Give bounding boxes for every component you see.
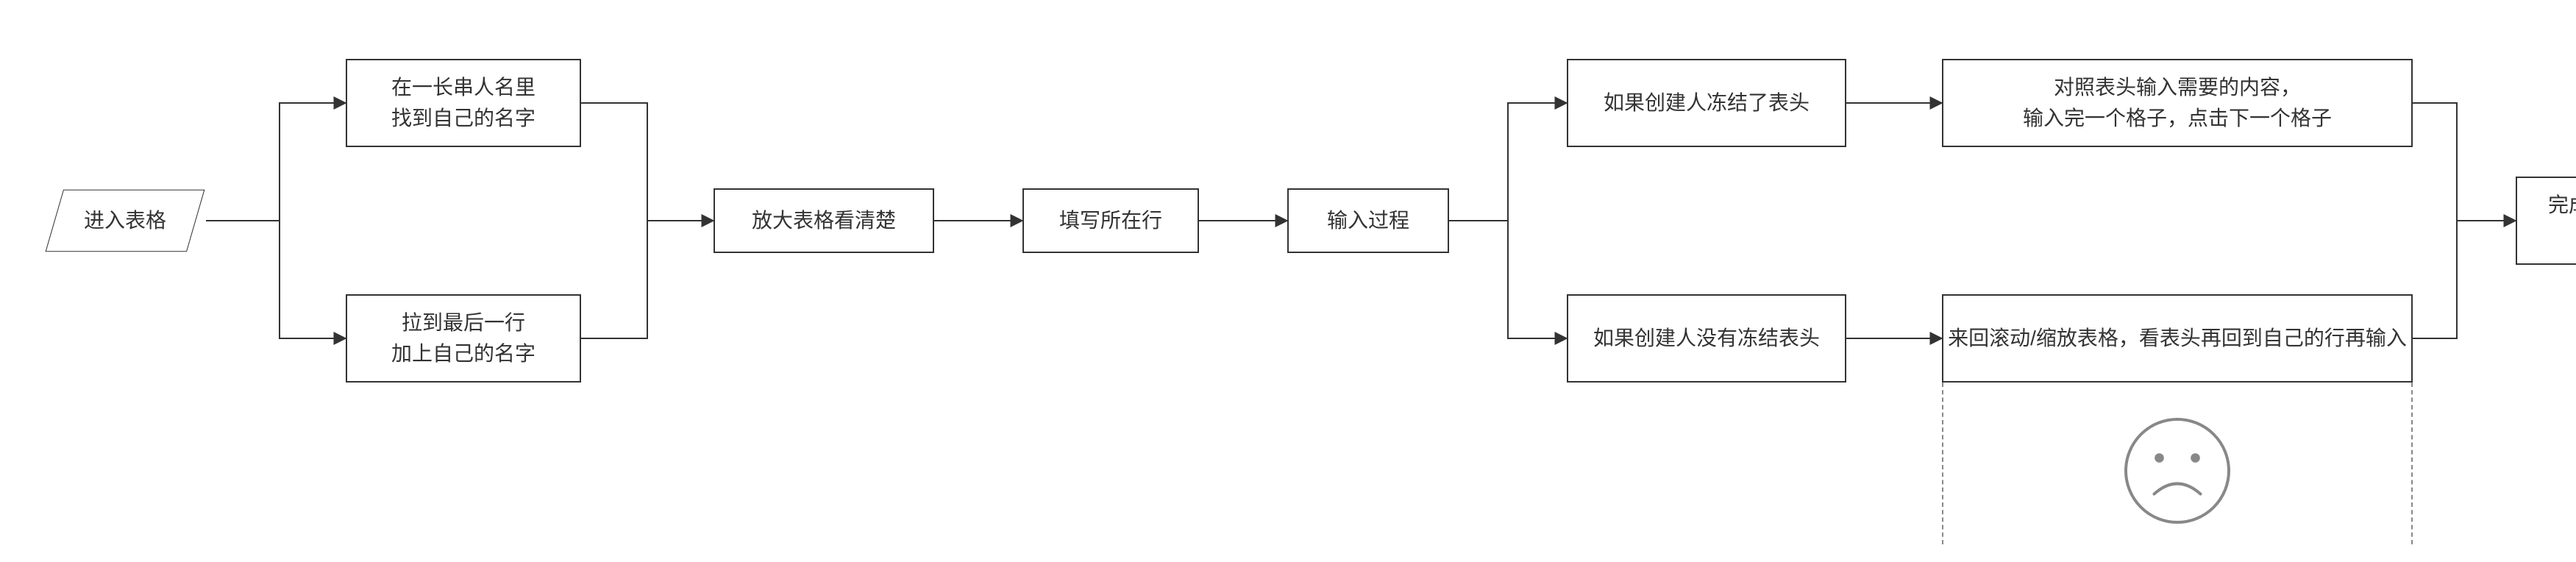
node-scroll-zoom-back-label: 来回滚动/缩放表格，看表头再回到自己的行再输入 <box>1948 323 2407 354</box>
node-zoom-label: 放大表格看清楚 <box>752 205 896 236</box>
node-fill-row-label: 填写所在行 <box>1059 205 1162 236</box>
node-enter-by-header: 对照表头输入需要的内容，输入完一个格子，点击下一个格子 <box>1942 59 2413 147</box>
node-enter-by-header-label: 对照表头输入需要的内容，输入完一个格子，点击下一个格子 <box>2023 72 2332 134</box>
node-scroll-zoom-back: 来回滚动/缩放表格，看表头再回到自己的行再输入 <box>1942 294 2413 383</box>
node-start-label: 进入表格 <box>84 205 166 236</box>
node-finish-label: 完成填表，收起键盘关闭小程序 <box>2548 190 2576 252</box>
node-header-not-frozen: 如果创建人没有冻结表头 <box>1567 294 1846 383</box>
node-find-name: 在一长串人名里找到自己的名字 <box>346 59 581 147</box>
node-zoom: 放大表格看清楚 <box>714 188 934 253</box>
node-input-process: 输入过程 <box>1287 188 1449 253</box>
node-header-frozen-label: 如果创建人冻结了表头 <box>1604 88 1810 118</box>
node-find-name-label: 在一长串人名里找到自己的名字 <box>391 72 536 134</box>
node-header-not-frozen-label: 如果创建人没有冻结表头 <box>1593 323 1820 354</box>
node-finish: 完成填表，收起键盘关闭小程序 <box>2516 177 2576 265</box>
node-fill-row: 填写所在行 <box>1022 188 1199 253</box>
node-header-frozen: 如果创建人冻结了表头 <box>1567 59 1846 147</box>
node-scroll-end-label: 拉到最后一行加上自己的名字 <box>391 307 536 369</box>
node-scroll-end: 拉到最后一行加上自己的名字 <box>346 294 581 383</box>
node-input-process-label: 输入过程 <box>1327 205 1409 236</box>
node-start: 进入表格 <box>44 188 206 253</box>
flowchart-canvas: 进入表格 在一长串人名里找到自己的名字 拉到最后一行加上自己的名字 放大表格看清… <box>0 0 2576 562</box>
sad-face-icon <box>2121 415 2233 527</box>
